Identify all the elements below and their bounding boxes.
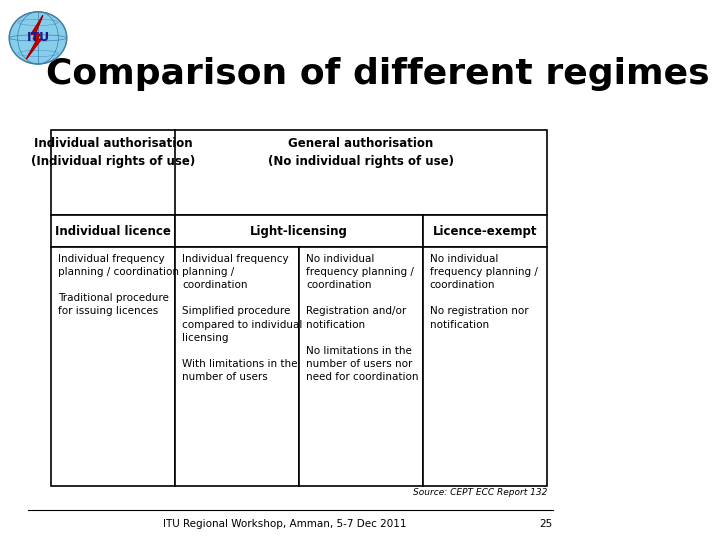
Text: Individual authorisation
(Individual rights of use): Individual authorisation (Individual rig… [31,137,195,167]
Text: Individual frequency
planning / coordination

Traditional procedure
for issuing : Individual frequency planning / coordina… [58,254,179,316]
Text: Comparison of different regimes: Comparison of different regimes [45,57,709,91]
Text: 25: 25 [539,519,553,529]
Polygon shape [175,247,299,486]
Text: ITU: ITU [27,31,50,44]
Polygon shape [51,247,175,486]
Text: Licence-exempt: Licence-exempt [433,225,537,238]
Text: No individual
frequency planning /
coordination

No registration nor
notificatio: No individual frequency planning / coord… [430,254,538,330]
Text: Individual frequency
planning /
coordination

Simplified procedure
compared to i: Individual frequency planning / coordina… [182,254,302,382]
Text: Individual licence: Individual licence [55,225,171,238]
Text: Source: CEPT ECC Report 132: Source: CEPT ECC Report 132 [413,488,547,497]
Text: No individual
frequency planning /
coordination

Registration and/or
notificatio: No individual frequency planning / coord… [306,254,418,382]
Polygon shape [27,16,42,59]
Text: Light-licensing: Light-licensing [250,225,348,238]
Polygon shape [423,247,547,486]
Polygon shape [299,247,423,486]
Text: ITU Regional Workshop, Amman, 5-7 Dec 2011: ITU Regional Workshop, Amman, 5-7 Dec 20… [163,519,407,529]
Polygon shape [51,130,547,215]
Polygon shape [175,215,423,247]
Polygon shape [51,215,175,247]
Text: General authorisation
(No individual rights of use): General authorisation (No individual rig… [268,137,454,167]
Circle shape [9,12,67,64]
Polygon shape [423,215,547,247]
